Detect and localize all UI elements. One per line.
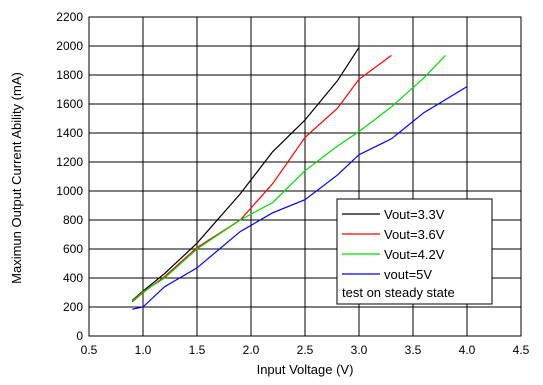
legend-note: test on steady state bbox=[342, 285, 455, 300]
y-tick-label: 1600 bbox=[56, 97, 83, 111]
x-tick-label: 4.0 bbox=[459, 343, 476, 357]
x-tick-label: 0.5 bbox=[81, 343, 98, 357]
y-tick-label: 1400 bbox=[56, 126, 83, 140]
legend-label: Vout=3.3V bbox=[384, 207, 445, 222]
y-tick-label: 200 bbox=[63, 300, 83, 314]
x-tick-label: 1.0 bbox=[135, 343, 152, 357]
legend: Vout=3.3V Vout=3.6V Vout=4.2V vout=5V test … bbox=[336, 198, 493, 305]
legend-box bbox=[336, 198, 493, 305]
x-tick-label: 2.5 bbox=[297, 343, 314, 357]
y-tick-label: 600 bbox=[63, 242, 83, 256]
x-tick-label: 1.5 bbox=[189, 343, 206, 357]
y-tick-label: 1200 bbox=[56, 155, 83, 169]
y-axis-label: Maximun Output Current Ability (mA) bbox=[9, 72, 24, 284]
axis-ticks bbox=[88, 16, 522, 337]
series-line-4 bbox=[132, 86, 468, 310]
y-tick-label: 2000 bbox=[56, 39, 83, 53]
x-axis-label: Input Voltage (V) bbox=[257, 362, 354, 377]
x-tick-label: 3.5 bbox=[405, 343, 422, 357]
x-tick-label: 2.0 bbox=[243, 343, 260, 357]
x-tick-labels: 0.5 1.0 1.5 2.0 2.5 3.0 3.5 4.0 4.5 bbox=[81, 343, 530, 357]
series-lines bbox=[131, 47, 468, 310]
series-line-1 bbox=[131, 47, 360, 301]
series-line-3 bbox=[131, 54, 446, 302]
y-tick-label: 800 bbox=[63, 213, 83, 227]
y-tick-label: 0 bbox=[76, 329, 83, 343]
y-tick-label: 400 bbox=[63, 271, 83, 285]
legend-label: vout=5V bbox=[384, 267, 432, 282]
legend-label: Vout=3.6V bbox=[384, 227, 445, 242]
y-tick-label: 1000 bbox=[56, 184, 83, 198]
y-tick-label: 2200 bbox=[56, 10, 83, 24]
legend-label: Vout=4.2V bbox=[384, 247, 445, 262]
x-tick-label: 3.0 bbox=[351, 343, 368, 357]
y-tick-label: 1800 bbox=[56, 68, 83, 82]
x-tick-label: 4.5 bbox=[513, 343, 530, 357]
y-tick-labels: 0 200 400 600 800 1000 1200 1400 1600 1800 2000 220… bbox=[56, 10, 83, 343]
